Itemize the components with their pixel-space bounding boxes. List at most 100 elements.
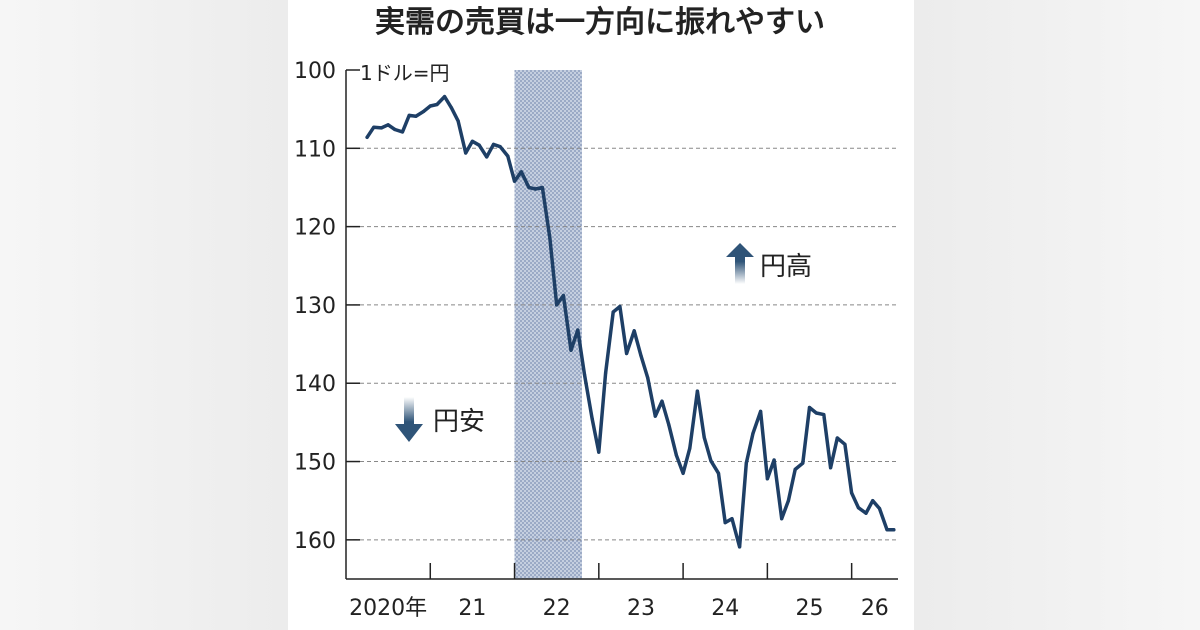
data-point [632, 329, 636, 333]
data-point [730, 517, 734, 521]
x-tick-label-2024: 24 [711, 596, 739, 621]
data-point [604, 371, 608, 375]
arrow-up-icon [726, 243, 754, 284]
data-point [716, 471, 721, 475]
data-point [414, 114, 418, 118]
usd-jpy-line [365, 94, 896, 549]
yen-weak-annotation: 円安 [395, 397, 485, 442]
data-point [534, 187, 538, 191]
data-point [856, 506, 861, 510]
background-right [914, 0, 1200, 630]
data-point [569, 348, 573, 352]
data-point [653, 414, 657, 418]
y-tick-label-120: 120 [294, 216, 336, 241]
data-point [793, 467, 797, 471]
data-point [470, 139, 474, 143]
data-point [443, 95, 447, 99]
data-point [512, 179, 517, 183]
data-point [835, 436, 839, 440]
y-tick-label-110: 110 [294, 137, 336, 162]
x-tick-label-2025: 25 [796, 596, 824, 621]
data-point [772, 458, 776, 462]
data-point [738, 545, 742, 549]
data-point [561, 293, 566, 298]
data-point [618, 304, 622, 309]
data-point [807, 405, 812, 410]
data-point [667, 423, 671, 427]
x-tick-label-2023: 23 [627, 596, 655, 621]
data-point [864, 511, 868, 515]
data-point [786, 499, 791, 503]
data-point [428, 104, 432, 108]
y-tick-label-130: 130 [294, 294, 336, 319]
chart-panel [288, 0, 914, 630]
x-tick-label-2022: 22 [543, 596, 571, 621]
data-point [660, 399, 664, 403]
data-point [759, 409, 763, 413]
data-point [400, 130, 405, 134]
data-point [548, 236, 552, 240]
data-point [498, 145, 502, 149]
y-tick-label-140: 140 [294, 372, 336, 397]
data-point [597, 450, 601, 454]
data-point [765, 477, 770, 481]
data-point [639, 354, 643, 358]
data-point [646, 376, 650, 380]
x-tick-label-2026: 26 [861, 596, 889, 621]
data-point [744, 461, 748, 465]
data-point [801, 461, 805, 465]
data-point [485, 155, 489, 159]
data-point [491, 142, 496, 146]
data-point [702, 435, 706, 439]
yen-strong-label: 円高 [760, 252, 812, 282]
data-point [829, 466, 833, 470]
data-point [365, 135, 369, 139]
data-point [681, 471, 685, 475]
data-point [695, 389, 700, 393]
x-tick-label-2020: 2020年 [349, 596, 427, 621]
data-point [751, 431, 755, 435]
data-point [611, 310, 615, 314]
data-point [527, 185, 531, 190]
data-point [850, 491, 854, 495]
yen-weak-label: 円安 [433, 407, 485, 437]
data-point [379, 126, 383, 130]
data-point [814, 411, 818, 415]
unit-label: 1ドル=円 [360, 61, 449, 85]
data-point [582, 373, 587, 377]
data-point [843, 442, 847, 446]
data-point [449, 106, 453, 110]
chart-title: 実需の売買は一方向に振れやすい [375, 5, 825, 40]
data-point [625, 351, 629, 356]
y-tick-label-160: 160 [294, 529, 336, 554]
x-tick-label-2021: 21 [458, 596, 486, 621]
data-point [456, 119, 460, 123]
data-point [892, 528, 896, 532]
data-point [519, 170, 523, 174]
data-point [435, 102, 439, 107]
data-point [393, 127, 397, 132]
data-point [421, 109, 426, 114]
data-point [709, 459, 713, 463]
arrow-down-icon [395, 397, 423, 442]
data-point [540, 185, 545, 190]
data-point [780, 517, 784, 521]
data-point [372, 125, 376, 129]
data-point [877, 506, 882, 511]
data-point [555, 303, 559, 307]
data-point [723, 521, 727, 525]
y-tick-label-100: 100 [294, 59, 336, 84]
data-point [871, 499, 875, 503]
data-point [477, 143, 481, 147]
data-point [688, 446, 692, 450]
data-point [822, 413, 826, 417]
data-point [576, 328, 580, 332]
background-left [0, 0, 288, 630]
y-tick-label-150: 150 [294, 451, 336, 476]
yen-strong-annotation: 円高 [726, 243, 812, 284]
data-point [674, 453, 679, 457]
data-point [590, 416, 594, 421]
data-point [464, 151, 468, 155]
